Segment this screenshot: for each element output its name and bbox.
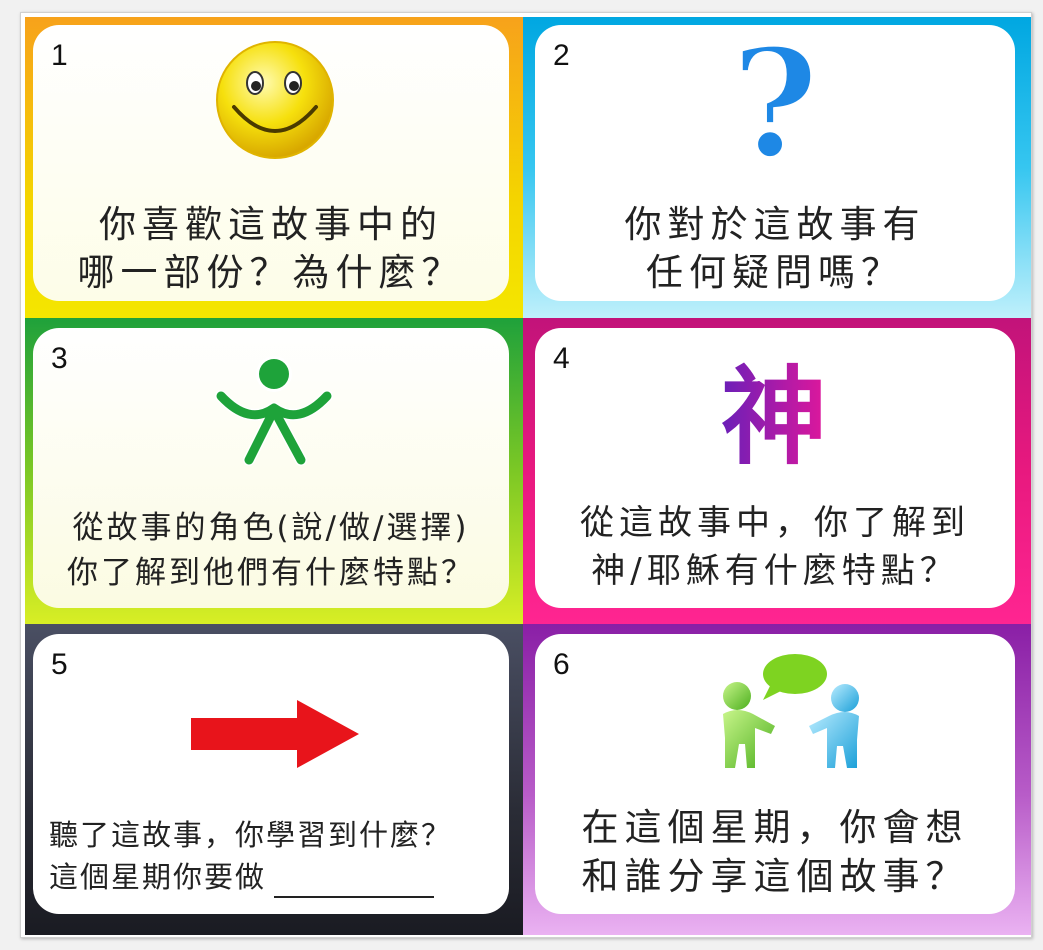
- card-6-line-2: 和誰分享這個故事？: [581, 854, 969, 898]
- card-6-line-1: 在這個星期，你會想: [581, 806, 969, 849]
- card-3-line-1: 從故事的角色(說/做/選擇): [72, 510, 470, 546]
- card-2: 2 ? 你對於這故事有 任何疑問嗎？: [523, 17, 1031, 318]
- god-character-icon: 神: [721, 356, 827, 476]
- card-4-question: 從這故事中，你了解到 神/耶穌有什麼特點？: [535, 500, 1015, 595]
- card-5-line-1: 聽了這故事，你學習到什麼？: [49, 818, 453, 852]
- answer-blank-line: [274, 870, 435, 899]
- card-2-number: 2: [553, 39, 570, 72]
- card-4-line-1: 從這故事中，你了解到: [580, 503, 970, 543]
- card-2-panel: 2 ? 你對於這故事有 任何疑問嗎？: [535, 25, 1015, 301]
- card-4-number: 4: [553, 342, 570, 375]
- card-1-line-2: 哪一部份？為什麼？: [77, 251, 465, 295]
- svg-text:神: 神: [721, 356, 827, 476]
- card-3: 3 從故事的角色(說/做/選擇): [25, 318, 523, 624]
- card-6: 6: [523, 624, 1031, 935]
- card-5-line-2: 這個星期你要做: [49, 856, 452, 899]
- card-1-line-1: 你喜歡這故事中的: [99, 203, 443, 246]
- card-1: 1 你喜: [25, 17, 523, 318]
- card-3-panel: 3 從故事的角色(說/做/選擇): [33, 328, 509, 608]
- card-3-line-2: 你了解到他們有什麼特點？: [67, 554, 475, 591]
- person-figure-icon: [215, 356, 333, 466]
- card-3-number: 3: [51, 342, 68, 375]
- card-grid: 1 你喜: [25, 17, 1031, 935]
- question-mark-icon: ?: [729, 31, 821, 171]
- card-sheet: 1 你喜: [20, 12, 1032, 938]
- card-1-number: 1: [51, 39, 68, 72]
- card-5-panel: 5 聽了這故事，你學習到什麼？ 這個星期你要做: [33, 634, 509, 914]
- two-people-talking-icon: [723, 654, 859, 768]
- card-2-question: 你對於這故事有 任何疑問嗎？: [535, 201, 1015, 297]
- right-arrow-icon: [187, 696, 363, 772]
- card-5-question: 聽了這故事，你學習到什麼？ 這個星期你要做: [49, 814, 453, 899]
- card-6-panel: 6: [535, 634, 1015, 914]
- card-6-question: 在這個星期，你會想 和誰分享這個故事？: [535, 804, 1015, 902]
- card-4: 4 神 從這故事中，你了解到 神/耶穌有什麼特點？: [523, 318, 1031, 624]
- card-4-panel: 4 神 從這故事中，你了解到 神/耶穌有什麼特點？: [535, 328, 1015, 608]
- smiley-face-icon: [216, 41, 334, 159]
- card-5-line-2-text: 這個星期你要做: [49, 860, 267, 895]
- card-5: 5 聽了這故事，你學習到什麼？ 這個星期你要做: [25, 624, 523, 935]
- card-3-question: 從故事的角色(說/做/選擇) 你了解到他們有什麼特點？: [33, 506, 509, 596]
- card-1-question: 你喜歡這故事中的 哪一部份？為什麼？: [33, 201, 509, 297]
- card-5-number: 5: [51, 648, 68, 681]
- svg-text:?: ?: [731, 31, 819, 171]
- card-1-panel: 1 你喜: [33, 25, 509, 301]
- card-4-line-2: 神/耶穌有什麼特點？: [591, 550, 959, 591]
- card-2-line-1: 你對於這故事有: [624, 203, 926, 246]
- card-2-line-2: 任何疑問嗎？: [646, 251, 904, 295]
- card-6-number: 6: [553, 648, 570, 681]
